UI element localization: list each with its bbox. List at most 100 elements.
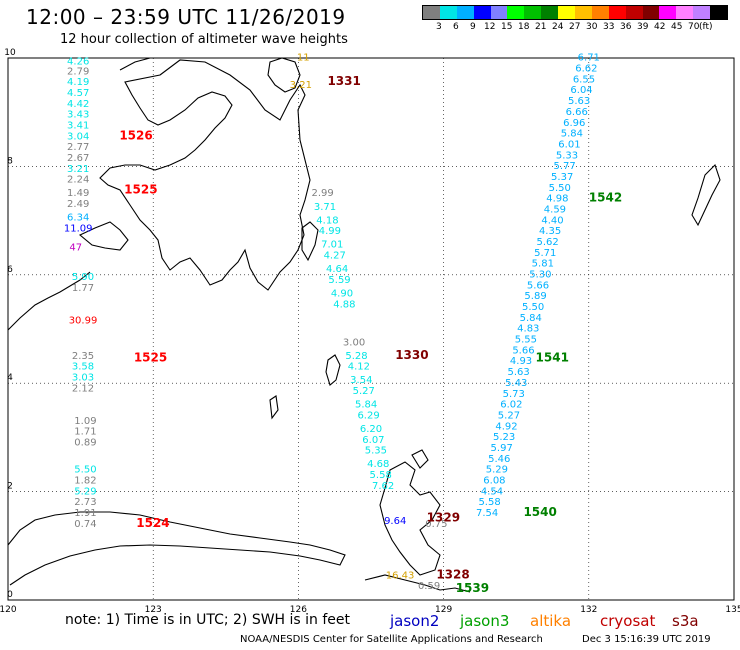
wave-height-value: 6.55: [573, 74, 595, 85]
color-scale-tick: 12: [484, 22, 496, 32]
wave-height-value: 2.79: [67, 66, 89, 77]
wave-height-value: 2.99: [311, 188, 333, 199]
x-tick-label: 129: [435, 605, 452, 615]
wave-height-value: 4.27: [324, 251, 346, 262]
color-scale-tick: 33: [603, 22, 615, 32]
wave-height-value: 5.55: [515, 335, 537, 346]
color-scale-tick: 21: [535, 22, 547, 32]
wave-height-value: 5.66: [512, 345, 534, 356]
wave-height-value: 5.29: [486, 465, 508, 476]
wave-height-value: 47: [69, 242, 82, 253]
footer-credit: NOAA/NESDIS Center for Satellite Applica…: [240, 634, 543, 645]
wave-height-value: 4.90: [331, 288, 353, 299]
color-scale-tick: 18: [518, 22, 530, 32]
wave-height-value: 5.73: [503, 389, 525, 400]
color-scale-tick: 9: [470, 22, 476, 32]
coast-mindanao-west: [78, 221, 129, 251]
track-time-label: 1526: [119, 128, 152, 142]
track-time-label: 1328: [436, 567, 469, 581]
wave-height-value: 5.84: [561, 129, 583, 140]
wave-height-value: 5.43: [505, 378, 527, 389]
wave-height-value: 3.03: [72, 372, 94, 383]
satellite-legend-item: s3a: [672, 612, 699, 630]
color-swatch: [558, 6, 576, 19]
wave-height-value: 6.96: [563, 118, 585, 129]
track-time-label: 1539: [456, 581, 489, 595]
wave-height-value: 4.40: [541, 215, 563, 226]
wave-height-value: 1.77: [72, 283, 94, 294]
wave-height-value: 5.58: [478, 497, 500, 508]
coast-sangihe: [269, 395, 279, 420]
wave-height-value: 6.34: [67, 213, 89, 224]
wave-height-value: 5.59: [328, 275, 350, 286]
wave-height-value: 5.77: [553, 161, 575, 172]
color-scale-tick: 15: [501, 22, 513, 32]
wave-height-value: 5.50: [549, 183, 571, 194]
wave-height-value: 5.37: [551, 172, 573, 183]
wave-height-value: 0.59: [418, 581, 440, 592]
wave-height-value: 4.54: [481, 486, 503, 497]
wave-height-value: 5.50: [74, 465, 96, 476]
color-swatch: [439, 6, 457, 19]
y-tick-label: 6: [7, 265, 13, 275]
wave-height-value: 6.08: [483, 475, 505, 486]
map-frame: [7, 57, 735, 601]
color-scale-tick: (ft): [699, 22, 713, 32]
color-swatch: [625, 6, 643, 19]
chart-title: 12:00 – 23:59 UTC 11/26/2019: [26, 5, 346, 29]
wave-height-value: 5.50: [522, 302, 544, 313]
wave-height-value: 4.59: [544, 204, 566, 215]
color-swatch: [608, 6, 626, 19]
coast-islands-south: [364, 574, 471, 593]
wave-height-value: 3.58: [72, 362, 94, 373]
wave-height-value: 4.92: [495, 421, 517, 432]
wave-height-value: 7.01: [321, 240, 343, 251]
track-time-label: 1524: [136, 516, 169, 530]
wave-height-value: 2.77: [67, 142, 89, 153]
wave-height-value: 5.58: [370, 470, 392, 481]
wave-height-value: 1.09: [74, 416, 96, 427]
color-scale-tick: 45: [671, 22, 683, 32]
wave-height-value: 4.88: [333, 299, 355, 310]
color-scale-tick: 36: [620, 22, 632, 32]
color-scale-tick: 6: [453, 22, 459, 32]
coast-palau: [691, 163, 721, 227]
wave-height-value: 0.89: [74, 438, 96, 449]
wave-height-value: 5.62: [537, 237, 559, 248]
wave-height-value: 6.20: [360, 424, 382, 435]
color-swatch: [659, 6, 677, 19]
x-tick-label: 120: [0, 605, 17, 615]
wave-height-value: 4.68: [367, 459, 389, 470]
color-scale-labels: 3 6 9 12 15 18 21 24 27 30 33 36 39 42 45 70 (ft): [422, 22, 740, 34]
wave-height-value: 1.91: [74, 508, 96, 519]
wave-height-value: 7.54: [476, 508, 498, 519]
color-swatch: [710, 6, 728, 19]
wave-height-value: 4.57: [67, 88, 89, 99]
axis-tick-labels: 120 123 126 129 132 135 0 2 4 6 8 10: [0, 48, 740, 615]
wave-height-value: 4.64: [326, 264, 348, 275]
wave-height-value: 4.26: [67, 57, 89, 68]
wave-height-value: 1.71: [74, 427, 96, 438]
color-swatch: [490, 6, 508, 19]
wave-height-value: 5.90: [72, 272, 94, 283]
wave-height-value: 11.09: [64, 223, 93, 234]
wave-height-value: 6.01: [558, 139, 580, 150]
wave-height-value: 3.54: [350, 375, 372, 386]
wave-height-value: 16.43: [386, 570, 415, 581]
wave-height-value: 1.82: [74, 475, 96, 486]
wave-height-value: 3.21: [290, 80, 312, 91]
wave-height-value: 5.66: [527, 280, 549, 291]
wave-height-value: 6.66: [566, 107, 588, 118]
wave-height-value: 4.83: [517, 324, 539, 335]
satellite-legend-item: altika: [530, 612, 572, 630]
color-scale-tick: 39: [637, 22, 649, 32]
wave-height-value: 3.00: [343, 337, 365, 348]
color-scale-tick: 42: [654, 22, 666, 32]
satellite-legend-item: cryosat: [600, 612, 656, 630]
y-tick-label: 2: [7, 482, 13, 492]
wave-height-value: 9.64: [384, 516, 406, 527]
color-swatch: [541, 6, 559, 19]
wave-height-value: 4.99: [319, 226, 341, 237]
wave-height-value: 3.41: [67, 120, 89, 131]
